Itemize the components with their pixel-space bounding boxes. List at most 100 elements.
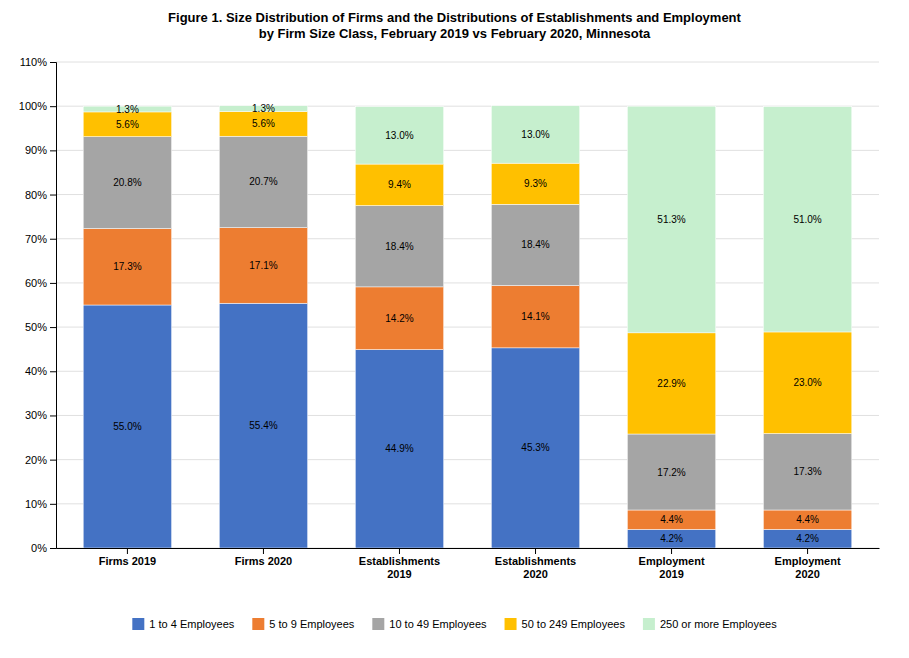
grid-line bbox=[56, 62, 879, 63]
tick-mark bbox=[399, 548, 400, 554]
legend-swatch bbox=[505, 618, 517, 630]
tick-mark bbox=[127, 548, 128, 554]
data-label: 4.2% bbox=[660, 533, 683, 544]
tick-mark bbox=[807, 548, 808, 554]
y-tick: 20% bbox=[25, 454, 56, 466]
tick-label: Employment2019 bbox=[639, 555, 705, 580]
x-tick: Employment2020 bbox=[775, 548, 841, 580]
bar-segment bbox=[355, 164, 443, 206]
y-tick: 40% bbox=[25, 365, 56, 377]
series bbox=[83, 106, 852, 333]
grid-line bbox=[56, 371, 879, 372]
tick-label: 100% bbox=[19, 100, 47, 112]
y-tick: 30% bbox=[25, 409, 56, 421]
tick-label-line: Firms 2020 bbox=[235, 555, 292, 567]
tick-mark bbox=[263, 548, 264, 554]
grid-line bbox=[56, 238, 879, 239]
data-label: 9.3% bbox=[524, 178, 547, 189]
tick-label-line: 2020 bbox=[795, 568, 819, 580]
bar-segment bbox=[491, 348, 579, 548]
legend-label: 50 to 249 Employees bbox=[522, 618, 626, 630]
data-label: 17.2% bbox=[657, 467, 685, 478]
data-label: 1.3% bbox=[116, 104, 139, 115]
data-label: 5.6% bbox=[252, 118, 275, 129]
y-tick: 0% bbox=[31, 542, 56, 554]
y-tick: 10% bbox=[25, 498, 56, 510]
series bbox=[83, 228, 852, 530]
y-axis: 0%10%20%30%40%50%60%70%80%90%100%110% bbox=[19, 56, 57, 554]
bar-segment bbox=[355, 287, 443, 350]
grid-line bbox=[56, 503, 879, 504]
tick-label-line: 2020 bbox=[523, 568, 547, 580]
tick-mark bbox=[50, 460, 56, 461]
legend-swatch bbox=[643, 618, 655, 630]
bar-segment bbox=[627, 529, 715, 548]
bar-segment bbox=[627, 333, 715, 434]
legend: 1 to 4 Employees 5 to 9 Employees 10 to 49… bbox=[132, 618, 777, 630]
grid-line bbox=[56, 282, 879, 283]
tick-mark bbox=[50, 327, 56, 328]
legend-item: 250 or more Employees bbox=[643, 618, 777, 630]
bar-segment bbox=[83, 112, 171, 137]
y-tick: 100% bbox=[19, 100, 56, 112]
legend-item: 50 to 249 Employees bbox=[505, 618, 626, 630]
bar-segment bbox=[763, 332, 851, 434]
tick-label: Employment2020 bbox=[775, 555, 841, 580]
legend-item: 10 to 49 Employees bbox=[372, 618, 487, 630]
tick-mark bbox=[50, 283, 56, 284]
legend-item: 5 to 9 Employees bbox=[252, 618, 354, 630]
bar-segment bbox=[627, 106, 715, 333]
tick-label: Firms 2020 bbox=[235, 555, 292, 567]
bar-segment bbox=[491, 106, 579, 163]
tick-label: 10% bbox=[25, 498, 47, 510]
bar-segment bbox=[763, 434, 851, 510]
x-tick: Employment2019 bbox=[639, 548, 705, 580]
legend-label: 250 or more Employees bbox=[660, 618, 777, 630]
y-tick: 50% bbox=[25, 321, 56, 333]
y-tick: 110% bbox=[20, 56, 56, 68]
grid bbox=[56, 62, 879, 548]
data-label: 51.0% bbox=[793, 214, 821, 225]
bar-segment bbox=[355, 206, 443, 287]
tick-mark bbox=[535, 548, 536, 554]
y-tick: 70% bbox=[25, 233, 56, 245]
tick-mark bbox=[50, 415, 56, 416]
grid-line bbox=[56, 548, 879, 549]
tick-label-line: Establishments bbox=[495, 555, 576, 567]
legend-swatch bbox=[252, 618, 264, 630]
grid-line bbox=[56, 327, 879, 328]
bar-segment bbox=[219, 111, 307, 136]
grid-line bbox=[56, 415, 879, 416]
tick-label: 30% bbox=[25, 409, 47, 421]
data-label: 51.3% bbox=[657, 214, 685, 225]
data-label: 18.4% bbox=[521, 239, 549, 250]
tick-label-line: 2019 bbox=[659, 568, 683, 580]
plot: 55.0%55.4%44.9%45.3%4.2%4.2%17.3%17.1%14… bbox=[19, 56, 880, 580]
data-label: 55.4% bbox=[249, 420, 277, 431]
tick-label: 60% bbox=[25, 277, 47, 289]
tick-label: 80% bbox=[25, 189, 47, 201]
data-label: 13.0% bbox=[385, 130, 413, 141]
data-label: 1.3% bbox=[252, 103, 275, 114]
tick-label: Establishments2019 bbox=[359, 555, 440, 580]
data-label: 14.2% bbox=[385, 313, 413, 324]
tick-mark bbox=[50, 62, 56, 63]
data-label: 20.8% bbox=[113, 177, 141, 188]
data-label: 44.9% bbox=[385, 443, 413, 454]
title-line: Figure 1. Size Distribution of Firms and… bbox=[168, 10, 741, 25]
tick-label-line: Employment bbox=[639, 555, 705, 567]
bar-segment bbox=[219, 228, 307, 304]
tick-label: 70% bbox=[25, 233, 47, 245]
grid-line bbox=[56, 106, 879, 107]
series bbox=[83, 303, 852, 548]
axis-domain bbox=[57, 548, 880, 549]
y-tick: 80% bbox=[25, 189, 56, 201]
axis-domain bbox=[50, 63, 57, 549]
legend-item: 1 to 4 Employees bbox=[132, 618, 234, 630]
legend-swatch bbox=[132, 618, 144, 630]
data-label: 4.4% bbox=[660, 514, 683, 525]
data-label: 4.4% bbox=[796, 514, 819, 525]
x-axis: Firms 2019Firms 2020Establishments2019Es… bbox=[57, 548, 880, 580]
data-label: 22.9% bbox=[657, 378, 685, 389]
grid-line bbox=[56, 459, 879, 460]
